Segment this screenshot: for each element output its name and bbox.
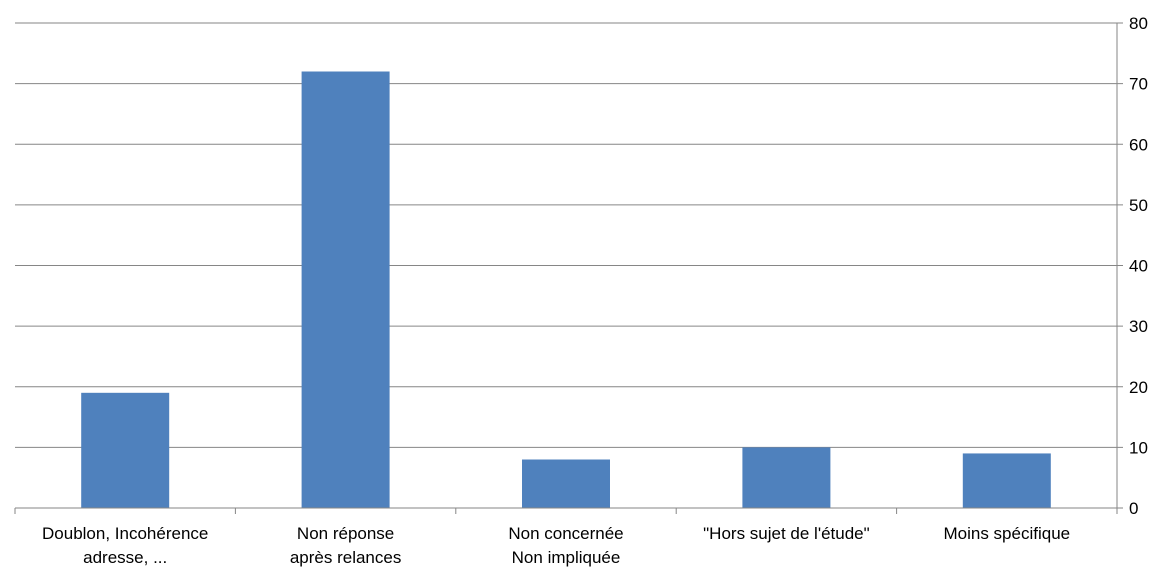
y-tick-label: 0: [1129, 499, 1138, 518]
x-tick-label: adresse, ...: [83, 548, 167, 567]
y-tick-label: 10: [1129, 438, 1148, 457]
x-axis-labels: Doublon, Incohérence adresse, ... Non répo…: [42, 524, 1070, 567]
x-tick-label: "Hors sujet de l'étude": [703, 524, 870, 543]
bar: [81, 392, 170, 508]
y-tick-label: 40: [1129, 257, 1148, 276]
y-tick-label: 20: [1129, 378, 1148, 397]
bar: [522, 459, 610, 508]
bar: [742, 447, 831, 508]
bars: [81, 71, 1051, 508]
x-tick-label: après relances: [290, 548, 402, 567]
x-tick-label: Non concernée: [508, 524, 623, 543]
bar: [301, 71, 390, 508]
x-tick-label: Non réponse: [297, 524, 394, 543]
x-tick-label: Doublon, Incohérence: [42, 524, 208, 543]
gridlines: [15, 22, 1117, 448]
axes: [14, 23, 1118, 514]
y-tick-label: 50: [1129, 196, 1148, 215]
x-tick-label: Non impliquée: [512, 548, 621, 567]
y-axis-ticks: 0 10 20 30 40 50 60 70 80: [1117, 14, 1148, 518]
x-tick-label: Moins spécifique: [943, 524, 1070, 543]
y-tick-label: 60: [1129, 135, 1148, 154]
y-tick-label: 70: [1129, 75, 1148, 94]
y-tick-label: 80: [1129, 14, 1148, 33]
bar: [962, 453, 1051, 508]
y-tick-label: 30: [1129, 317, 1148, 336]
